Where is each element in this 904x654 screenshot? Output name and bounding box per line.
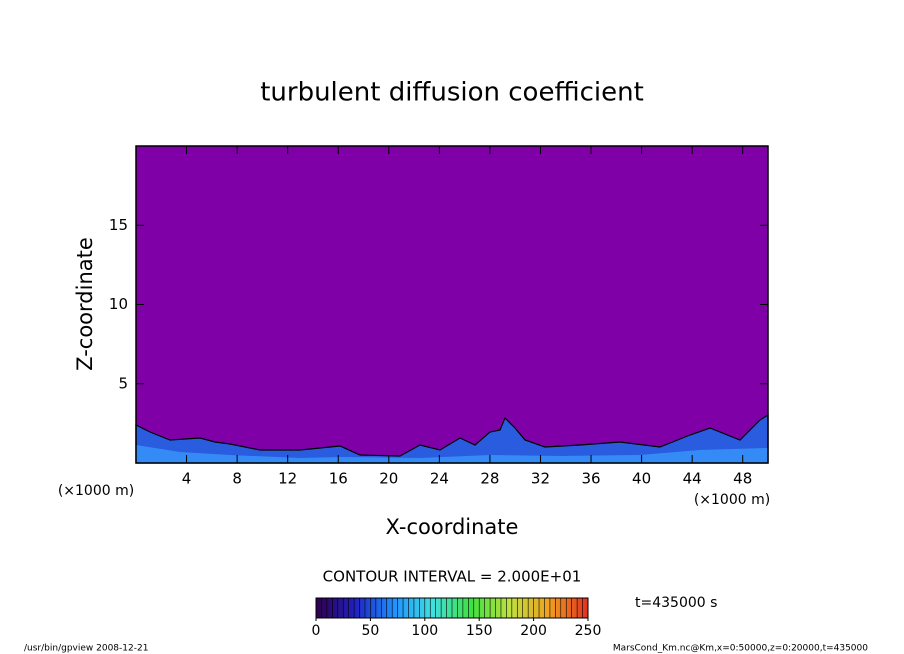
x-tick-label: 28 xyxy=(480,470,499,488)
colorbar-tick-label: 250 xyxy=(575,623,602,639)
y-axis-label: Z-coordinate xyxy=(73,237,97,371)
time-label: t=435000 s xyxy=(635,595,717,611)
colorbar-tick-label: 100 xyxy=(411,623,438,639)
x-tick-label: 4 xyxy=(182,470,192,488)
x-tick-label: 44 xyxy=(683,470,702,488)
chart-title: turbulent diffusion coefficient xyxy=(260,78,644,108)
y-tick-label: 15 xyxy=(109,216,128,234)
x-tick-label: 12 xyxy=(278,470,297,488)
colorbar-tick-label: 150 xyxy=(466,623,493,639)
colorbar-tick-label: 50 xyxy=(361,623,379,639)
footer-right: MarsCond_Km.nc@Km,x=0:50000,z=0:20000,t=… xyxy=(613,644,868,654)
x-tick-label: 48 xyxy=(733,470,752,488)
x-tick-label: 32 xyxy=(531,470,550,488)
y-tick-label: 5 xyxy=(118,374,128,392)
x-tick-label: 16 xyxy=(329,470,348,488)
x-tick-label: 8 xyxy=(232,470,242,488)
x-tick-label: 24 xyxy=(430,470,449,488)
x-tick-label: 40 xyxy=(632,470,651,488)
turbulent-core xyxy=(136,445,768,463)
y-tick-label: 10 xyxy=(109,295,128,313)
x-axis-unit: (×1000 m) xyxy=(694,492,770,508)
x-tick-label: 20 xyxy=(379,470,398,488)
y-axis-unit: (×1000 m) xyxy=(58,483,134,499)
x-tick-label: 36 xyxy=(581,470,600,488)
turbulent-layer xyxy=(135,413,769,464)
x-axis-label: X-coordinate xyxy=(386,515,519,539)
colorbar-tick-label: 200 xyxy=(520,623,547,639)
footer-left: /usr/bin/gpview 2008-12-21 xyxy=(24,644,148,654)
field-background xyxy=(136,146,768,463)
contour-interval: CONTOUR INTERVAL = 2.000E+01 xyxy=(323,568,582,586)
colorbar-tick-label: 0 xyxy=(312,623,321,639)
